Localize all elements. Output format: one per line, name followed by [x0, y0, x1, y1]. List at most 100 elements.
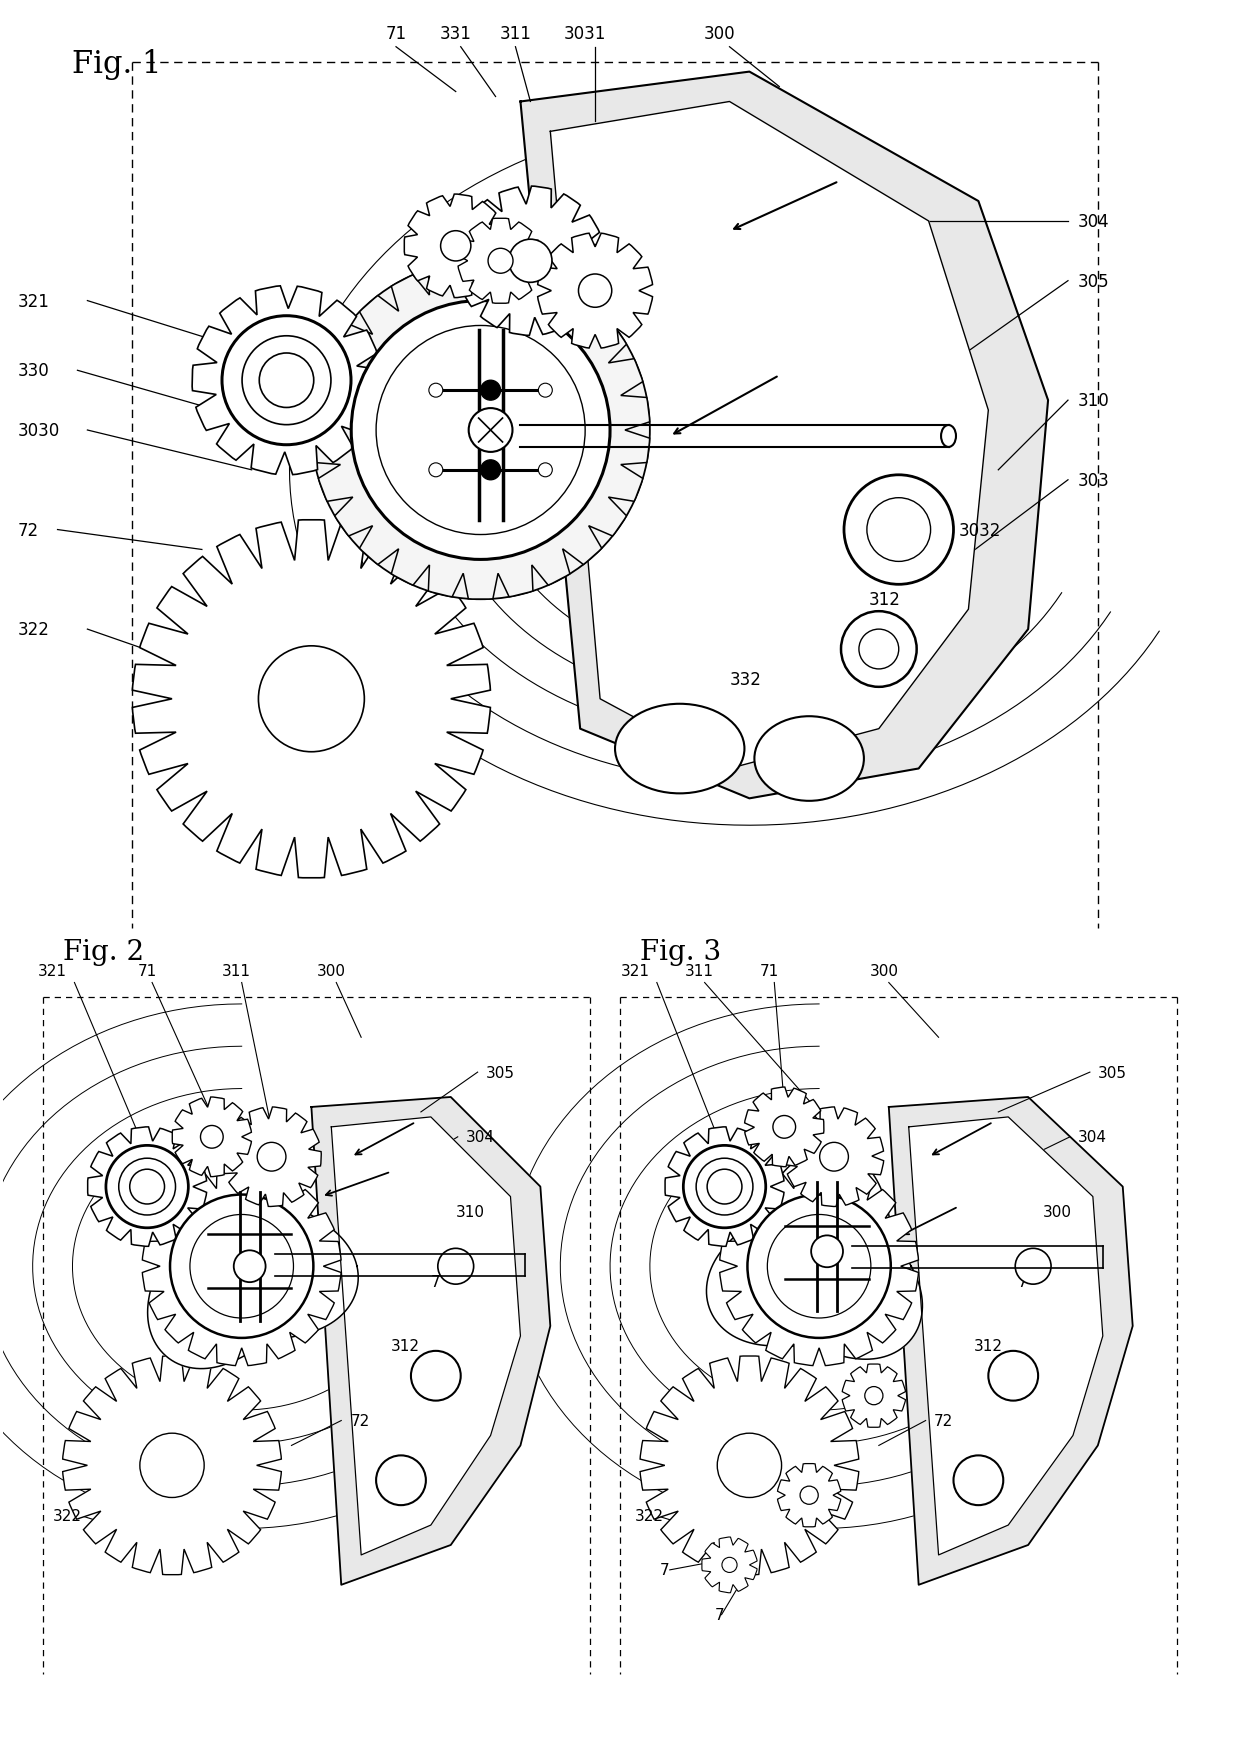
Polygon shape [172, 1098, 252, 1176]
Circle shape [867, 498, 930, 563]
Text: 322: 322 [17, 621, 50, 638]
Polygon shape [785, 1106, 884, 1206]
Circle shape [311, 262, 650, 600]
Circle shape [211, 1236, 273, 1297]
Circle shape [438, 1248, 474, 1285]
Text: 305: 305 [1097, 1065, 1127, 1080]
Circle shape [800, 1486, 818, 1505]
Polygon shape [88, 1127, 207, 1246]
Text: 312: 312 [973, 1339, 1002, 1353]
Polygon shape [889, 1098, 1132, 1585]
Polygon shape [521, 73, 1048, 799]
Text: 330: 330 [17, 362, 50, 379]
Text: 300: 300 [869, 963, 898, 977]
Text: Fig. 1: Fig. 1 [72, 49, 162, 80]
Text: 321: 321 [620, 963, 650, 977]
Text: Fig. 2: Fig. 2 [62, 939, 144, 965]
Text: 3030: 3030 [17, 421, 60, 440]
Circle shape [717, 1433, 781, 1498]
Circle shape [376, 327, 585, 535]
Circle shape [257, 1143, 286, 1171]
Text: 300: 300 [1043, 1204, 1073, 1220]
Polygon shape [143, 1168, 341, 1365]
Circle shape [258, 647, 365, 752]
Text: 305: 305 [1078, 273, 1110, 290]
Circle shape [859, 629, 899, 669]
Polygon shape [192, 287, 381, 475]
Text: 7: 7 [1018, 1274, 1028, 1288]
Circle shape [429, 463, 443, 477]
Circle shape [170, 1196, 314, 1339]
Text: 3031: 3031 [564, 24, 606, 42]
Text: 321: 321 [38, 963, 67, 977]
Text: 72: 72 [934, 1412, 952, 1428]
Circle shape [190, 1215, 294, 1318]
Circle shape [722, 1557, 737, 1573]
Circle shape [351, 301, 610, 559]
Text: 311: 311 [222, 963, 252, 977]
Text: 7: 7 [714, 1606, 724, 1622]
Circle shape [429, 385, 443, 399]
Text: 310: 310 [1078, 392, 1110, 409]
Circle shape [1016, 1248, 1052, 1285]
Polygon shape [311, 1098, 551, 1585]
Circle shape [707, 1169, 742, 1204]
Circle shape [489, 250, 513, 274]
Polygon shape [745, 1087, 823, 1168]
Text: 312: 312 [391, 1339, 420, 1353]
Circle shape [425, 376, 536, 486]
Text: 72: 72 [17, 521, 38, 538]
Text: 71: 71 [386, 24, 407, 42]
Polygon shape [842, 1363, 905, 1428]
Text: 71: 71 [138, 963, 156, 977]
Circle shape [864, 1386, 883, 1405]
Text: 7: 7 [430, 1274, 440, 1288]
Circle shape [201, 1126, 223, 1148]
Polygon shape [719, 1168, 919, 1365]
Circle shape [410, 1351, 461, 1400]
Polygon shape [777, 1463, 841, 1528]
Circle shape [233, 1250, 265, 1283]
Polygon shape [148, 1154, 358, 1369]
Circle shape [954, 1456, 1003, 1505]
Text: 304: 304 [1078, 213, 1110, 231]
Text: 311: 311 [686, 963, 714, 977]
Text: 3032: 3032 [959, 521, 1001, 538]
Polygon shape [404, 196, 507, 299]
Circle shape [789, 1236, 851, 1297]
Text: 332: 332 [729, 671, 761, 689]
Circle shape [440, 231, 471, 262]
Circle shape [768, 1215, 870, 1318]
Circle shape [481, 381, 501, 400]
Circle shape [748, 1196, 890, 1339]
Text: 304: 304 [466, 1129, 495, 1145]
Text: 303: 303 [1078, 472, 1110, 489]
Text: 322: 322 [635, 1509, 663, 1523]
Polygon shape [707, 1150, 923, 1360]
Text: 71: 71 [760, 963, 779, 977]
Polygon shape [665, 1127, 784, 1246]
Circle shape [469, 409, 512, 453]
Circle shape [579, 274, 611, 308]
Circle shape [481, 461, 501, 481]
Text: 310: 310 [456, 1204, 485, 1220]
Circle shape [508, 239, 552, 283]
Circle shape [773, 1115, 796, 1138]
Circle shape [811, 1236, 843, 1267]
Text: 305: 305 [486, 1065, 515, 1080]
Text: 300: 300 [704, 24, 735, 42]
Circle shape [130, 1169, 165, 1204]
Text: 304: 304 [1078, 1129, 1107, 1145]
Polygon shape [133, 521, 490, 877]
Circle shape [538, 463, 552, 477]
Polygon shape [222, 1106, 321, 1206]
Polygon shape [909, 1117, 1102, 1556]
Circle shape [259, 353, 314, 409]
Polygon shape [331, 1117, 521, 1556]
Text: 321: 321 [17, 292, 50, 311]
Polygon shape [456, 187, 605, 336]
Polygon shape [640, 1356, 859, 1575]
Polygon shape [311, 262, 650, 600]
Polygon shape [458, 218, 543, 304]
Ellipse shape [615, 704, 744, 794]
